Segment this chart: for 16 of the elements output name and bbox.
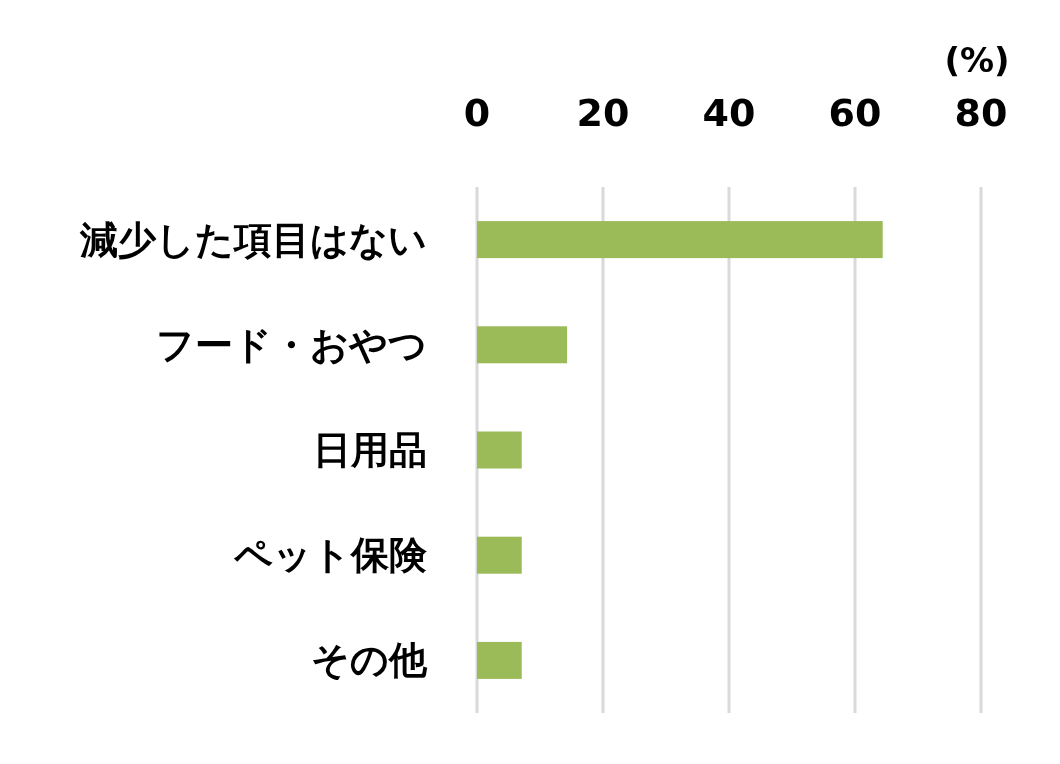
y-tick-label: 減少した項目はない	[79, 217, 427, 262]
x-tick-label: 60	[828, 91, 882, 135]
bar	[477, 536, 522, 574]
bar	[477, 221, 883, 259]
x-tick-label: 80	[954, 91, 1008, 135]
x-tick-label: 0	[463, 91, 491, 135]
bar	[477, 431, 522, 469]
y-tick-label: その他	[311, 638, 428, 683]
bar	[477, 641, 522, 679]
y-tick-label: 日用品	[313, 428, 427, 472]
y-tick-label: ペット保険	[233, 533, 428, 578]
x-axis-title: (%)	[944, 40, 1010, 80]
y-tick-label: フード・おやつ	[156, 322, 427, 367]
bar	[477, 326, 568, 364]
x-tick-label: 40	[702, 91, 756, 135]
x-tick-label: 20	[576, 91, 630, 135]
